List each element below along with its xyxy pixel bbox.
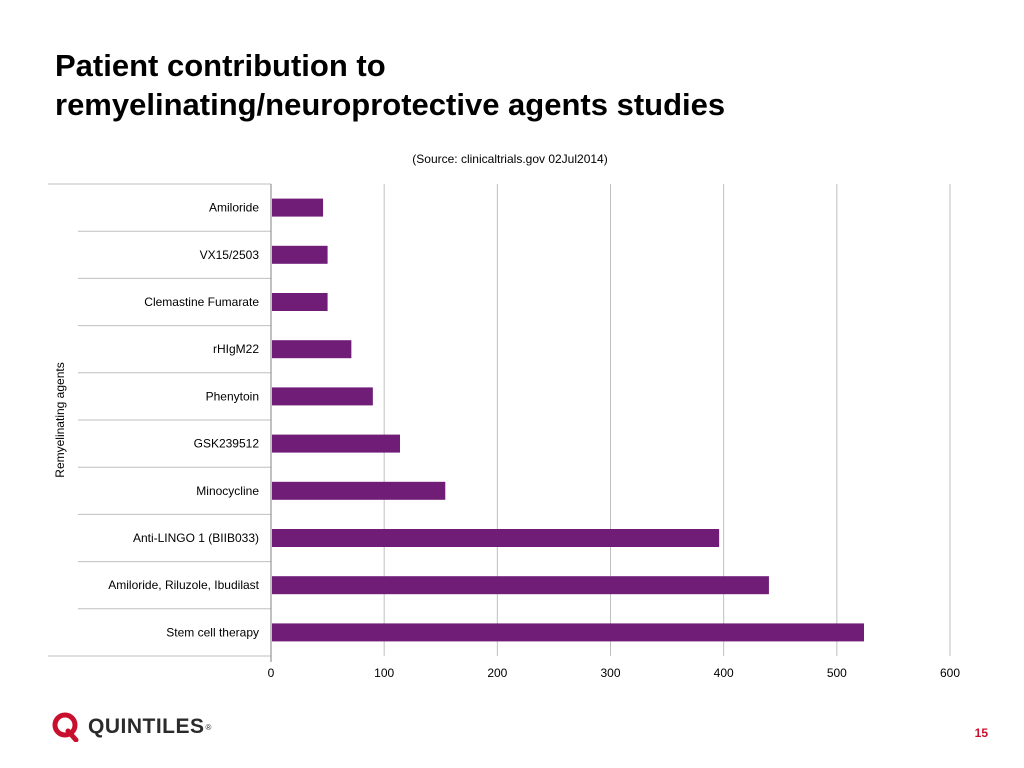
bar (272, 293, 328, 311)
quintiles-logo: QUINTILES ® (52, 712, 211, 742)
x-tick-label: 0 (268, 666, 275, 680)
category-label: Clemastine Fumarate (144, 295, 259, 309)
category-label: VX15/2503 (200, 248, 260, 262)
bar (272, 198, 324, 217)
logo-registered-mark: ® (205, 722, 212, 732)
category-label: Amiloride (209, 201, 259, 215)
slide-title: Patient contribution to remyelinating/ne… (55, 46, 725, 124)
source-note: (Source: clinicaltrials.gov 02Jul2014) (412, 152, 608, 166)
bar (272, 481, 446, 500)
x-tick-label: 200 (487, 666, 507, 680)
grid-layer (48, 183, 951, 662)
category-label: Amiloride, Riluzole, Ibudilast (108, 578, 259, 592)
category-label: GSK239512 (194, 437, 260, 451)
bar (272, 387, 373, 406)
slide-title-line-2: remyelinating/neuroprotective agents stu… (55, 87, 726, 122)
x-tick-label: 600 (940, 666, 960, 680)
logo-text: QUINTILES (88, 715, 205, 738)
category-label: Minocycline (196, 484, 259, 498)
labels-layer: 0 100 200 300 400 500 600 Amiloride VX15/2503 Cle… (108, 201, 960, 680)
bar (272, 623, 864, 642)
bar (272, 434, 401, 453)
x-tick-label: 300 (600, 666, 620, 680)
page-number: 15 (974, 726, 988, 740)
bar (272, 529, 720, 547)
y-axis-title: Remyelinating agents (53, 362, 67, 477)
category-label: Anti-LINGO 1 (BIIB033) (133, 531, 259, 545)
category-label: Stem cell therapy (166, 625, 259, 639)
x-tick-label: 400 (714, 666, 734, 680)
category-label: rHIgM22 (213, 342, 259, 356)
bars-layer (272, 198, 864, 642)
bar (272, 576, 769, 595)
slide-title-line-1: Patient contribution to (55, 48, 386, 83)
bar (272, 340, 352, 359)
quintiles-q-icon (52, 712, 79, 742)
bar (272, 245, 328, 264)
category-label: Phenytoin (206, 389, 259, 403)
x-tick-label: 100 (374, 666, 394, 680)
x-tick-label: 500 (827, 666, 847, 680)
